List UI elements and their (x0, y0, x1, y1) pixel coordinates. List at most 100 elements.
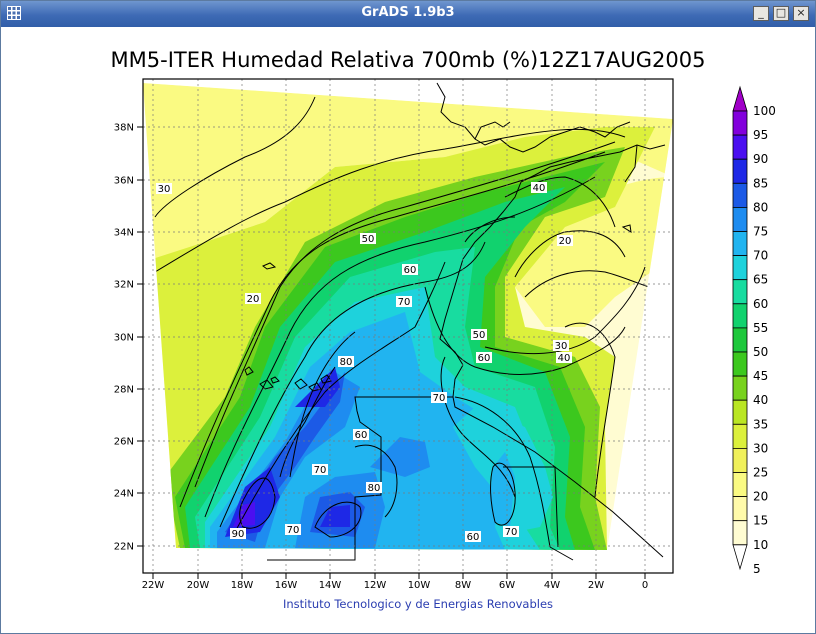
lon-label: 14W (319, 580, 342, 591)
contour-label: 80 (338, 356, 354, 368)
plot-canvas: MM5-ITER Humedad Relativa 700mb (%)12Z17… (5, 27, 813, 629)
lon-label: 16W (275, 580, 298, 591)
colorbar-swatch (732, 158, 748, 184)
contour-label: 20 (557, 235, 573, 247)
longitude-axis: 22W 20W 18W 16W 14W 12W 10W 8W 6W 4W 2W 0 (142, 573, 648, 591)
colorbar-label: 50 (753, 345, 768, 359)
map-plot: MM5-ITER Humedad Relativa 700mb (%)12Z17… (111, 48, 776, 611)
lon-label: 6W (499, 580, 515, 591)
lat-label: 36N (114, 176, 134, 187)
svg-text:70: 70 (398, 297, 411, 308)
svg-text:60: 60 (467, 532, 480, 543)
svg-text:40: 40 (558, 353, 571, 364)
colorbar-label: 80 (753, 200, 768, 214)
colorbar-label: 90 (753, 152, 768, 166)
colorbar-label: 5 (753, 562, 761, 576)
lat-label: 34N (114, 228, 134, 239)
lon-label: 0 (642, 580, 648, 591)
svg-text:60: 60 (355, 430, 368, 441)
contour-label: 70 (312, 464, 328, 476)
lon-label: 10W (408, 580, 431, 591)
svg-text:80: 80 (368, 483, 381, 494)
colorbar-bottom-arrow (732, 544, 748, 571)
institution-credit: Instituto Tecnologico y de Energias Reno… (283, 597, 553, 611)
contour-label: 70 (285, 524, 301, 536)
colorbar-label: 95 (753, 128, 768, 142)
svg-text:20: 20 (559, 236, 572, 247)
colorbar-label: 15 (753, 514, 768, 528)
colorbar-swatch (732, 182, 748, 208)
contour-label: 70 (396, 296, 412, 308)
lon-label: 22W (142, 580, 165, 591)
contour-label: 30 (156, 183, 172, 195)
colorbar-swatch (732, 231, 748, 257)
window-title: GrADS 1.9b3 (361, 5, 455, 20)
svg-text:30: 30 (158, 184, 171, 195)
colorbar-swatch (732, 255, 748, 281)
lon-label: 2W (588, 580, 604, 591)
colorbar-swatch (732, 423, 748, 449)
lon-label: 8W (455, 580, 471, 591)
contour-label: 40 (556, 352, 572, 364)
svg-text:70: 70 (505, 527, 518, 538)
contour-label: 60 (465, 531, 481, 543)
app-grid-icon[interactable] (7, 6, 21, 20)
colorbar-swatch (732, 375, 748, 401)
svg-text:70: 70 (314, 465, 327, 476)
lat-label: 24N (114, 489, 134, 500)
colorbar-swatch (732, 279, 748, 305)
contour-label: 60 (402, 264, 418, 276)
colorbar-swatch (732, 496, 748, 522)
colorbar-label: 75 (753, 225, 768, 239)
colorbar-swatch (732, 206, 748, 232)
colorbar-label: 65 (753, 273, 768, 287)
maximize-button[interactable]: □ (773, 6, 789, 21)
title-bar[interactable]: GrADS 1.9b3 _ □ × (1, 1, 815, 27)
close-button[interactable]: × (793, 6, 809, 21)
colorbar-label: 45 (753, 369, 768, 383)
svg-text:50: 50 (473, 330, 486, 341)
lat-label: 32N (114, 280, 134, 291)
lon-label: 20W (187, 580, 210, 591)
colorbar-swatch (732, 134, 748, 160)
colorbar-swatch (732, 303, 748, 329)
svg-text:70: 70 (433, 393, 446, 404)
contour-label: 70 (431, 392, 447, 404)
svg-text:90: 90 (232, 529, 245, 540)
colorbar-label: 30 (753, 441, 768, 455)
lat-label: 38N (114, 123, 134, 134)
colorbar-top-arrow (732, 85, 748, 112)
colorbar-label: 85 (753, 176, 768, 190)
lat-label: 22N (114, 542, 134, 553)
lon-label: 12W (364, 580, 387, 591)
svg-text:20: 20 (247, 294, 260, 305)
colorbar-swatch (732, 351, 748, 377)
contour-label: 40 (531, 182, 547, 194)
lat-label: 28N (114, 385, 134, 396)
map-title: MM5-ITER Humedad Relativa 700mb (%)12Z17… (111, 48, 706, 72)
colorbar-swatch (732, 447, 748, 473)
colorbar-label: 70 (753, 249, 768, 263)
lat-label: 26N (114, 437, 134, 448)
svg-text:80: 80 (340, 357, 353, 368)
colorbar-swatch (732, 399, 748, 425)
svg-text:40: 40 (533, 183, 546, 194)
latitude-axis: 38N 36N 34N 32N 30N 28N 26N 24N 22N (114, 123, 143, 553)
contour-label: 60 (476, 352, 492, 364)
minimize-button[interactable]: _ (753, 6, 769, 21)
contour-label: 90 (230, 528, 246, 540)
svg-text:30: 30 (555, 341, 568, 352)
contour-label: 50 (360, 233, 376, 245)
lon-label: 4W (544, 580, 560, 591)
map-frame (142, 78, 674, 574)
lon-label: 18W (231, 580, 254, 591)
colorbar-label: 10 (753, 538, 768, 552)
svg-text:70: 70 (287, 525, 300, 536)
colorbar-swatch (732, 472, 748, 498)
contour-label: 20 (245, 293, 261, 305)
colorbar-swatch (732, 520, 748, 546)
contour-label: 80 (366, 482, 382, 494)
colorbar-label: 35 (753, 417, 768, 431)
